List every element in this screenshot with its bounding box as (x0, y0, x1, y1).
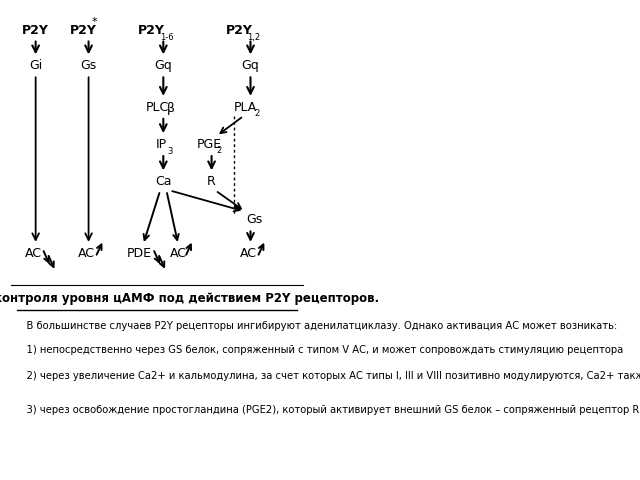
Text: 1) непосредственно через GS белок, сопряженный с типом V АС, и может сопровождат: 1) непосредственно через GS белок, сопря… (14, 345, 623, 355)
Text: Gq: Gq (154, 60, 172, 72)
Text: R: R (207, 175, 216, 188)
Text: AC: AC (170, 247, 188, 260)
Text: 3) через освобождение простогландина (PGE2), который активирует внешний GS белок: 3) через освобождение простогландина (PG… (14, 405, 639, 415)
Text: 3: 3 (167, 147, 173, 156)
Text: AC: AC (25, 247, 42, 260)
Text: 2: 2 (255, 109, 260, 118)
Text: 2: 2 (217, 146, 222, 155)
Text: Gq: Gq (242, 60, 259, 72)
Text: Gs: Gs (81, 60, 97, 72)
Text: Gs: Gs (246, 214, 262, 227)
Text: PLA: PLA (234, 101, 257, 114)
Text: *: * (92, 17, 98, 27)
Text: P2Y: P2Y (70, 24, 97, 36)
Text: Ca: Ca (155, 175, 172, 188)
Text: 1,2: 1,2 (247, 33, 260, 42)
Text: Модели контроля уровня цАМФ под действием P2Y рецепторов.: Модели контроля уровня цАМФ под действие… (0, 292, 379, 305)
Text: P2Y: P2Y (22, 24, 49, 36)
Text: 1-6: 1-6 (160, 33, 173, 42)
Text: 2) через увеличение Ca2+ и кальмодулина, за счет которых АС типы I, III и VIII п: 2) через увеличение Ca2+ и кальмодулина,… (14, 371, 640, 381)
Text: Gi: Gi (29, 60, 42, 72)
Text: P2Y: P2Y (226, 24, 253, 36)
Text: P2Y: P2Y (138, 24, 165, 36)
Text: β: β (167, 102, 175, 115)
Text: AC: AC (239, 247, 257, 260)
Text: PLC: PLC (145, 101, 169, 114)
Text: AC: AC (77, 247, 95, 260)
Text: В большинстве случаев P2Y рецепторы ингибируют аденилатциклазу. Однако активация: В большинстве случаев P2Y рецепторы инги… (14, 321, 617, 331)
Text: PGE: PGE (197, 138, 222, 151)
Text: IP: IP (156, 138, 166, 151)
Text: PDE: PDE (127, 247, 152, 260)
